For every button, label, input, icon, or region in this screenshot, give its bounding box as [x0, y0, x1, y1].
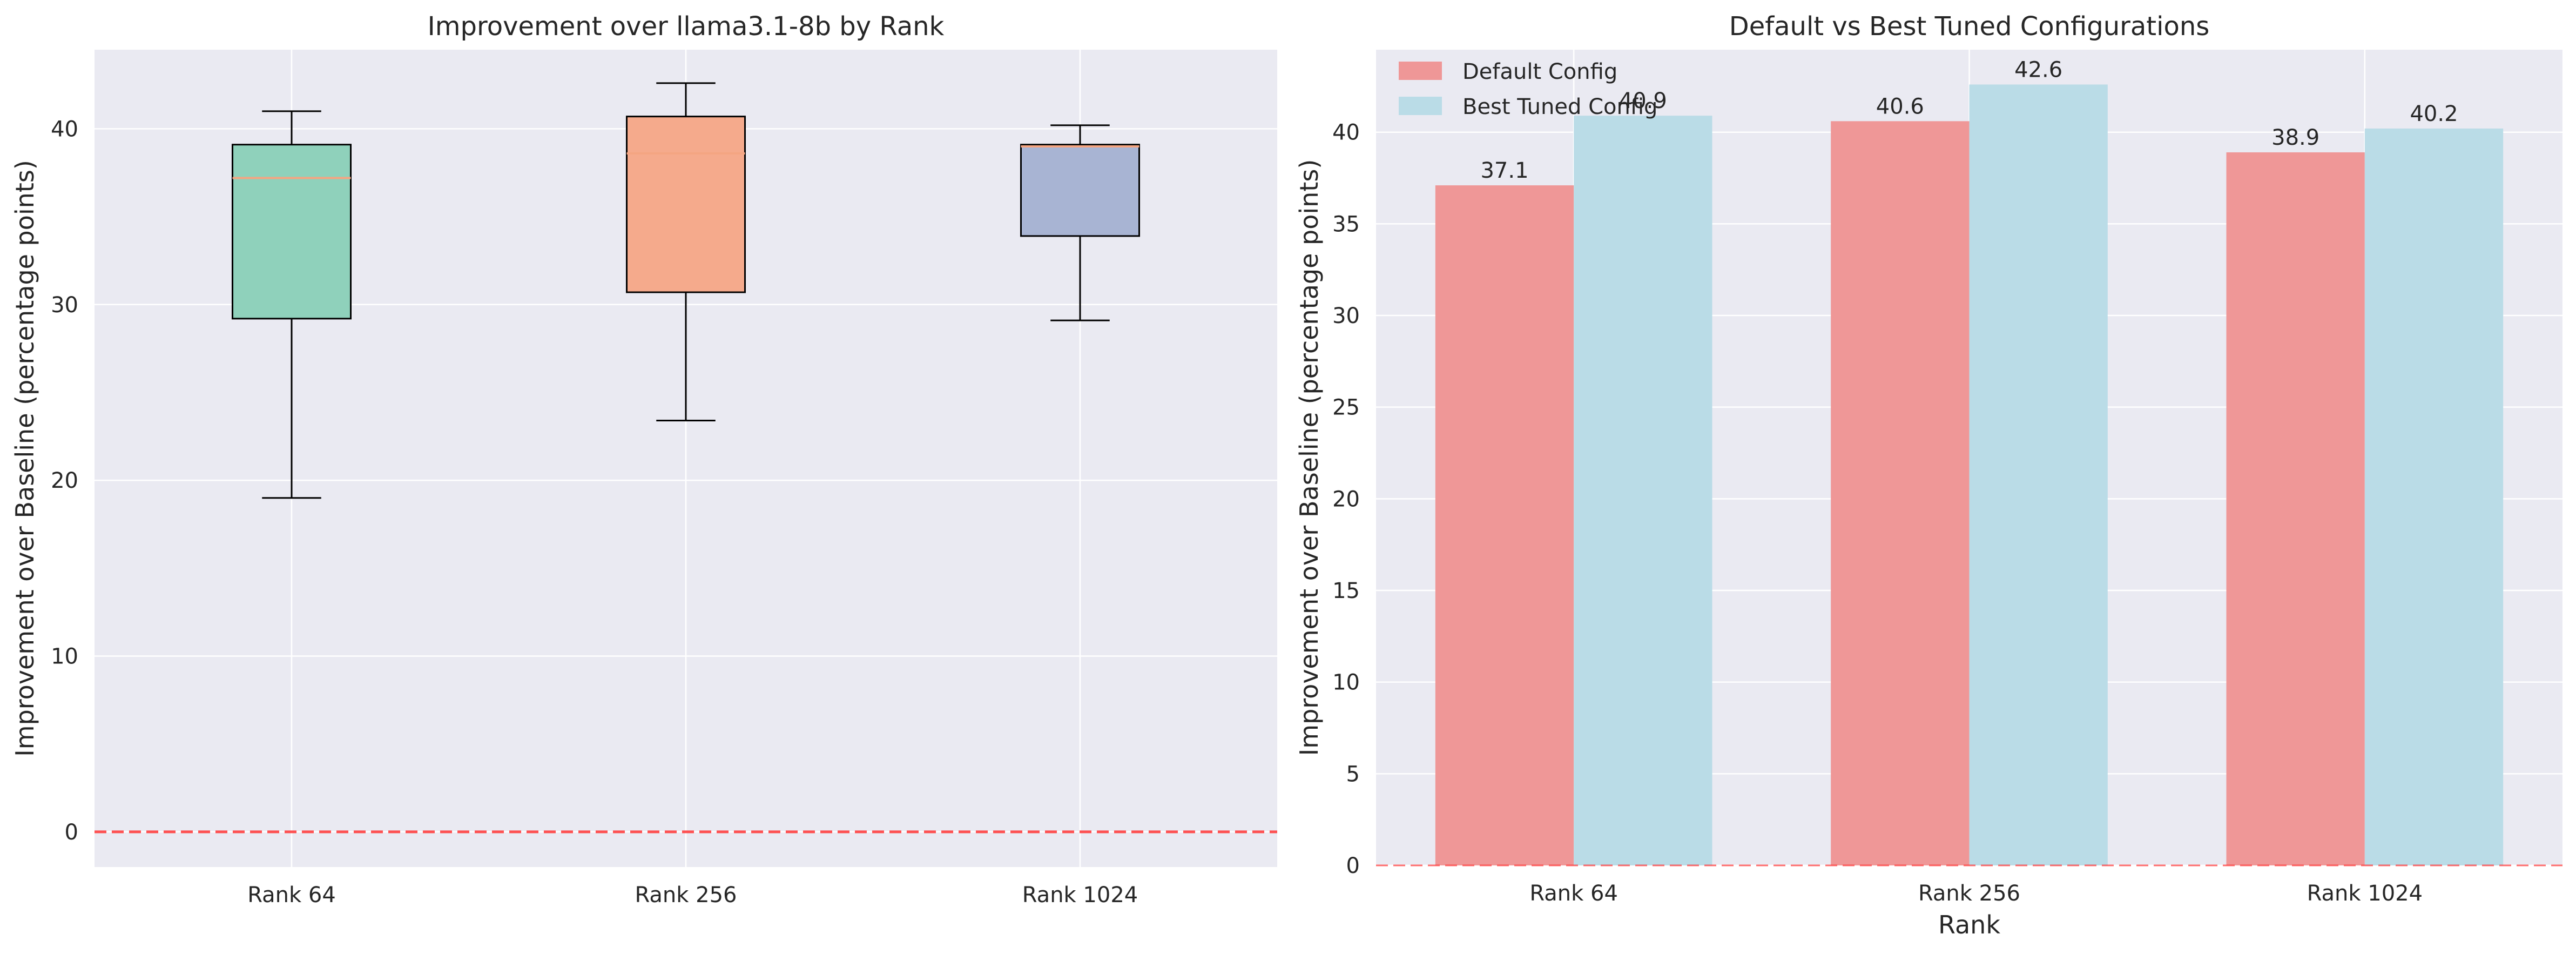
bar-tuned: [2364, 128, 2504, 865]
bar-value-labels: 37.1 40.6 38.9 40.9 42.6 40.2: [1480, 57, 2458, 183]
legend: Default Config Best Tuned Config: [1399, 59, 1657, 119]
y-tick-label: 20: [1332, 487, 1360, 512]
legend-swatch: [1399, 97, 1442, 115]
bar-value-label: 42.6: [2014, 57, 2062, 82]
y-tick-label: 40: [51, 117, 78, 142]
x-tick-labels: Rank 64 Rank 256 Rank 1024: [1529, 881, 2423, 906]
y-axis-label: Improvement over Baseline (percentage po…: [10, 160, 39, 757]
legend-swatch: [1399, 62, 1442, 80]
x-axis-label: Rank: [1938, 910, 2000, 939]
bar-default: [1435, 185, 1574, 866]
legend-label: Best Tuned Config: [1462, 95, 1657, 119]
x-tick-label: Rank 1024: [1022, 883, 1138, 908]
bars: [1435, 84, 2504, 866]
bar-value-label: 40.2: [2410, 102, 2458, 126]
bar-value-label: 40.6: [1876, 94, 1924, 119]
bar-value-label: 37.1: [1480, 158, 1528, 183]
y-tick-label: 20: [51, 468, 78, 493]
y-tick-label: 25: [1332, 395, 1360, 420]
chart-title: Improvement over llama3.1-8b by Rank: [428, 11, 945, 42]
y-tick-label: 35: [1332, 212, 1360, 237]
y-tick-label: 15: [1332, 579, 1360, 603]
y-tick-label: 30: [51, 293, 78, 318]
box-rank-1024: [1020, 124, 1140, 321]
box-iqr: [1020, 144, 1140, 237]
box-iqr: [232, 144, 352, 320]
x-tick-label: Rank 256: [635, 883, 737, 908]
y-axis-label: Improvement over Baseline (percentage po…: [1294, 159, 1324, 756]
bar-value-label: 38.9: [2271, 125, 2319, 150]
barchart-panel: 37.1 40.6 38.9 40.9 42.6 40.2 0 5 10 15 20 25 30 35 4…: [1294, 11, 2562, 939]
y-tick-label: 0: [1346, 854, 1360, 878]
x-tick-label: Rank 64: [1529, 881, 1618, 906]
bar-default: [2226, 152, 2365, 865]
bar-value-label: 40.9: [1619, 89, 1667, 113]
y-tick-label: 5: [1346, 762, 1360, 787]
bar-default: [1831, 121, 1970, 866]
x-tick-label: Rank 256: [1918, 881, 2020, 906]
y-tick-label: 10: [1332, 670, 1360, 695]
y-tick-labels: 0 5 10 15 20 25 30 35 40: [1332, 120, 1360, 878]
y-tick-labels: 0 10 20 30 40: [51, 117, 78, 845]
legend-label: Default Config: [1462, 59, 1617, 84]
y-tick-label: 0: [65, 820, 78, 845]
box-rank-64: [232, 110, 352, 499]
boxes: [232, 82, 1140, 499]
y-tick-label: 40: [1332, 120, 1360, 145]
bar-tuned: [1969, 84, 2108, 865]
x-tick-label: Rank 1024: [2307, 881, 2423, 906]
y-tick-label: 30: [1332, 304, 1360, 328]
box-rank-256: [626, 82, 746, 422]
bar-tuned: [1574, 116, 1712, 865]
chart-title: Default vs Best Tuned Configurations: [1729, 11, 2210, 42]
box-iqr: [626, 116, 746, 293]
y-tick-label: 10: [51, 644, 78, 669]
x-tick-labels: Rank 64 Rank 256 Rank 1024: [247, 883, 1138, 908]
boxplot-panel: 0 10 20 30 40 Rank 64 Rank 256 Rank 1024 Impro…: [10, 11, 1277, 908]
x-tick-label: Rank 64: [247, 883, 336, 908]
